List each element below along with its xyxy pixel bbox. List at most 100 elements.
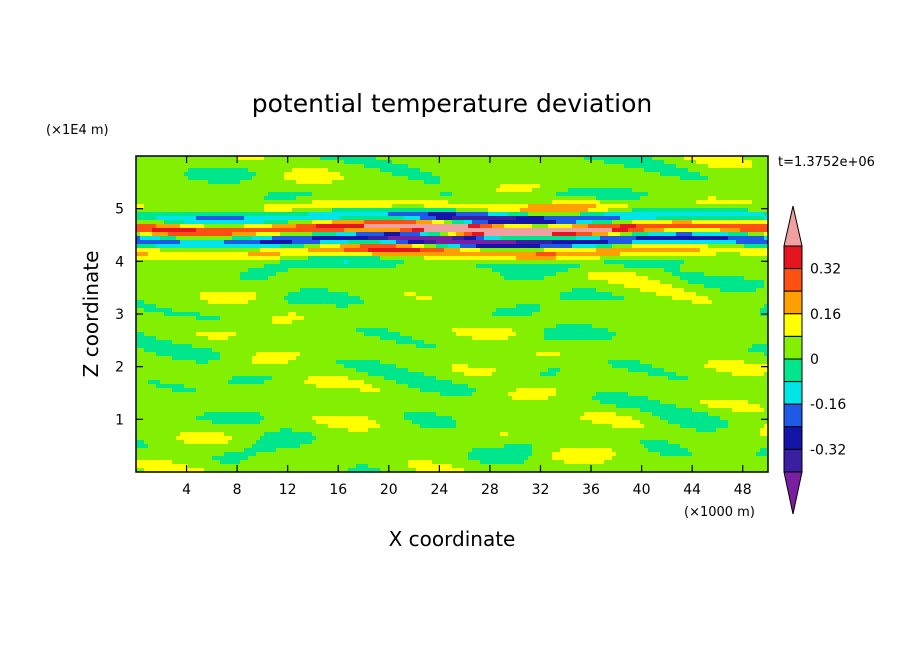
contour-cell bbox=[244, 164, 249, 169]
contour-cell bbox=[740, 176, 745, 181]
contour-cell bbox=[472, 180, 477, 185]
contour-cell bbox=[492, 252, 497, 257]
contour-cell bbox=[604, 208, 609, 213]
contour-cell bbox=[264, 268, 269, 273]
contour-cell bbox=[516, 272, 521, 277]
contour-cell bbox=[304, 272, 309, 277]
contour-cell bbox=[296, 208, 301, 213]
contour-cell bbox=[732, 252, 737, 257]
contour-cell bbox=[452, 208, 457, 213]
contour-cell bbox=[144, 156, 149, 161]
contour-cell bbox=[336, 192, 341, 197]
contour-cell bbox=[740, 224, 745, 229]
contour-cell bbox=[356, 160, 361, 165]
contour-cell bbox=[544, 168, 549, 173]
contour-cell bbox=[688, 236, 693, 241]
contour-cell bbox=[504, 280, 509, 285]
contour-cell bbox=[548, 256, 553, 261]
contour-cell bbox=[244, 280, 249, 285]
contour-cell bbox=[516, 260, 521, 265]
contour-cell bbox=[420, 156, 425, 161]
contour-cell bbox=[160, 184, 165, 189]
contour-cell bbox=[444, 224, 449, 229]
contour-cell bbox=[584, 260, 589, 265]
contour-cell bbox=[384, 260, 389, 265]
contour-cell bbox=[584, 252, 589, 257]
contour-cell bbox=[552, 176, 557, 181]
contour-cell bbox=[748, 160, 753, 165]
contour-cell bbox=[496, 232, 501, 237]
contour-cell bbox=[748, 272, 753, 277]
contour-cell bbox=[760, 212, 765, 217]
contour-cell bbox=[468, 280, 473, 285]
contour-cell bbox=[136, 260, 141, 265]
contour-cell bbox=[448, 232, 453, 237]
contour-cell bbox=[276, 180, 281, 185]
contour-cell bbox=[364, 220, 369, 225]
contour-cell bbox=[432, 232, 437, 237]
contour-cell bbox=[604, 200, 609, 205]
contour-cell bbox=[200, 180, 205, 185]
contour-cell bbox=[560, 216, 565, 221]
contour-cell bbox=[204, 176, 209, 181]
contour-cell bbox=[588, 232, 593, 237]
contour-cell bbox=[648, 276, 653, 281]
contour-cell bbox=[176, 160, 181, 165]
contour-cell bbox=[212, 180, 217, 185]
contour-cell bbox=[372, 252, 377, 257]
contour-cell bbox=[412, 248, 417, 253]
contour-cell bbox=[488, 168, 493, 173]
contour-cell bbox=[364, 248, 369, 253]
contour-cell bbox=[236, 204, 241, 209]
contour-cell bbox=[360, 164, 365, 169]
contour-cell bbox=[184, 216, 189, 221]
contour-cell bbox=[220, 240, 225, 245]
contour-cell bbox=[292, 252, 297, 257]
contour-cell bbox=[452, 200, 457, 205]
contour-cell bbox=[180, 156, 185, 161]
contour-cell bbox=[400, 224, 405, 229]
contour-cell bbox=[352, 268, 357, 273]
contour-cell bbox=[520, 208, 525, 213]
contour-cell bbox=[388, 188, 393, 193]
contour-cell bbox=[344, 200, 349, 205]
contour-cell bbox=[708, 156, 713, 161]
contour-cell bbox=[476, 232, 481, 237]
contour-cell bbox=[156, 192, 161, 197]
contour-cell bbox=[432, 276, 437, 281]
contour-cell bbox=[180, 236, 185, 241]
contour-cell bbox=[748, 216, 753, 221]
contour-cell bbox=[420, 184, 425, 189]
contour-cell bbox=[504, 256, 509, 261]
contour-cell bbox=[164, 236, 169, 241]
contour-cell bbox=[652, 272, 657, 277]
contour-cell bbox=[248, 272, 253, 277]
contour-cell bbox=[476, 160, 481, 165]
contour-cell bbox=[180, 220, 185, 225]
contour-cell bbox=[684, 268, 689, 273]
contour-cell bbox=[552, 276, 557, 281]
contour-cell bbox=[504, 156, 509, 161]
contour-cell bbox=[300, 252, 305, 257]
contour-cell bbox=[256, 176, 261, 181]
contour-cell bbox=[256, 156, 261, 161]
contour-cell bbox=[672, 200, 677, 205]
contour-cell bbox=[248, 156, 253, 161]
contour-cell bbox=[220, 256, 225, 261]
contour-cell bbox=[608, 208, 613, 213]
contour-cell bbox=[560, 200, 565, 205]
contour-cell bbox=[440, 172, 445, 177]
contour-cell bbox=[252, 260, 257, 265]
contour-cell bbox=[584, 192, 589, 197]
contour-cell bbox=[516, 268, 521, 273]
contour-cell bbox=[300, 192, 305, 197]
contour-cell bbox=[660, 204, 665, 209]
contour-cell bbox=[348, 180, 353, 185]
contour-cell bbox=[440, 268, 445, 273]
contour-cell bbox=[700, 200, 705, 205]
contour-cell bbox=[732, 156, 737, 161]
contour-cell bbox=[424, 240, 429, 245]
contour-cell bbox=[268, 224, 273, 229]
contour-cell bbox=[356, 172, 361, 177]
contour-cell bbox=[584, 228, 589, 233]
